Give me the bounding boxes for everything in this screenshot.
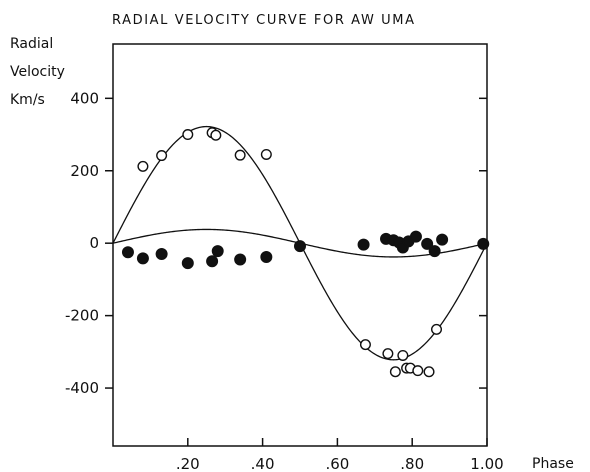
- y-tick-label: 200: [70, 162, 99, 180]
- x-axis-label: Phase: [532, 456, 574, 472]
- open-data-point: [260, 148, 272, 160]
- filled-data-point: [428, 245, 441, 258]
- open-data-point: [412, 365, 424, 377]
- filled-data-point: [436, 233, 449, 246]
- filled-data-point: [206, 255, 219, 268]
- x-tick-label: .80: [400, 455, 424, 472]
- filled-data-point: [294, 240, 307, 253]
- open-data-point: [382, 348, 394, 360]
- filled-data-point: [477, 237, 490, 250]
- y-tick-label: -400: [65, 379, 99, 397]
- x-tick-label: .40: [251, 455, 275, 472]
- filled-data-point: [121, 246, 134, 259]
- y-tick-label: 400: [70, 89, 99, 107]
- chart-title: RADIAL VELOCITY CURVE FOR AW UMA: [112, 13, 416, 28]
- open-data-point: [234, 149, 246, 161]
- open-data-point: [137, 160, 149, 172]
- y-tick-label: 0: [89, 234, 99, 252]
- x-tick-label: .20: [176, 455, 200, 472]
- open-data-point: [156, 150, 168, 162]
- filled-data-point: [136, 252, 149, 265]
- x-tick-label: 1.00: [470, 455, 503, 472]
- filled-data-point: [181, 257, 194, 270]
- open-data-point: [182, 129, 194, 141]
- open-data-point: [431, 323, 443, 335]
- filled-data-point: [234, 253, 247, 266]
- filled-data-point: [421, 237, 434, 250]
- filled-data-point: [211, 245, 224, 258]
- open-data-point: [397, 349, 409, 361]
- open-data-point: [359, 339, 371, 351]
- y-tick-label: -200: [65, 307, 99, 325]
- open-data-point: [389, 366, 401, 378]
- filled-data-point: [155, 248, 168, 261]
- y-axis-label-line-2: Velocity: [10, 64, 65, 80]
- filled-data-point: [409, 230, 422, 243]
- filled-data-point: [357, 238, 370, 251]
- y-axis-label-line-3: Km/s: [10, 92, 45, 108]
- y-axis-label-line-1: Radial: [10, 36, 53, 52]
- x-tick-label: .60: [325, 455, 349, 472]
- open-data-point: [210, 129, 222, 141]
- filled-data-point: [260, 250, 273, 263]
- open-data-point: [423, 366, 435, 378]
